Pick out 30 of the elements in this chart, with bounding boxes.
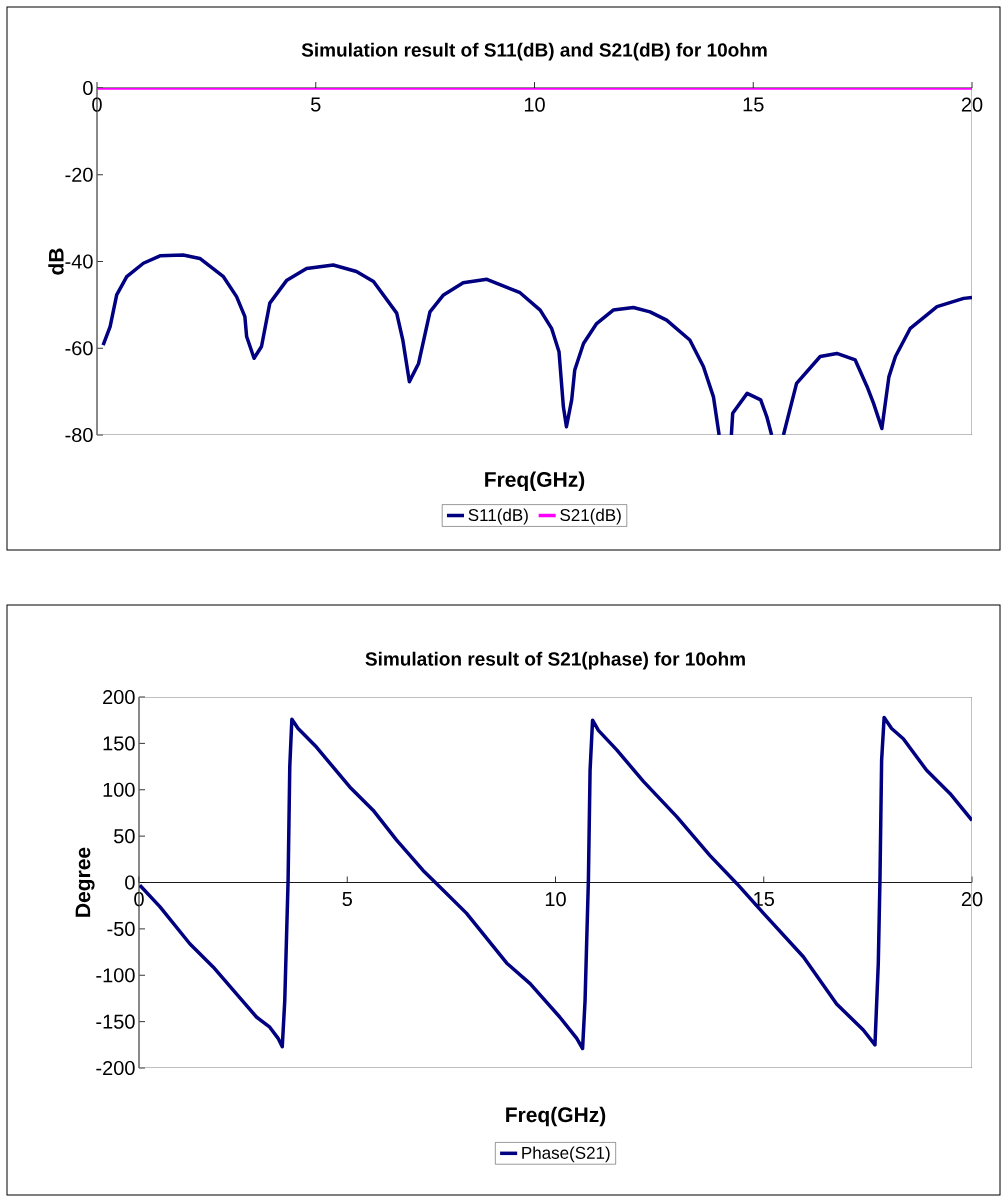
x-tick-label: 5 [342,892,352,906]
y-tick-label: -60 [65,341,93,356]
y-tick-label: 100 [103,782,135,797]
chart-title: Simulation result of S11(dB) and S21(dB) for 10ohm [301,42,767,61]
x-tick-label: 15 [743,97,764,112]
x-tick-label: 20 [961,892,983,907]
y-tick-label: 150 [103,736,135,751]
y-axis-title: Degree [75,847,95,917]
x-axis-title: Freq(GHz) [506,1106,606,1127]
x-tick-label: 20 [961,97,983,112]
x-axis-title: Freq(GHz) [485,471,585,492]
y-tick-label: 0 [83,80,93,96]
x-tick-label: 10 [524,97,545,112]
y-tick-label: 50 [114,829,135,844]
y-tick-label: -100 [96,968,135,983]
y-tick-label: 200 [103,689,135,705]
legend-label: S11(dB) [468,508,528,525]
legend-label: S21(dB) [560,508,621,525]
y-tick-label: -20 [65,167,93,182]
y-tick-label: -80 [65,427,93,443]
x-tick-label: 5 [310,97,321,112]
chart-title: Simulation result of S21(phase) for 10ohm [365,651,745,670]
y-tick-label: 0 [125,875,135,890]
y-tick-label: -150 [96,1014,135,1029]
y-tick-label: -200 [96,1060,135,1076]
x-tick-label: 10 [545,892,566,907]
y-tick-label: -40 [65,254,93,269]
legend-label: Phase(S21) [522,1146,610,1163]
y-tick-label: -50 [107,921,135,936]
y-axis-title: dB [48,248,64,275]
